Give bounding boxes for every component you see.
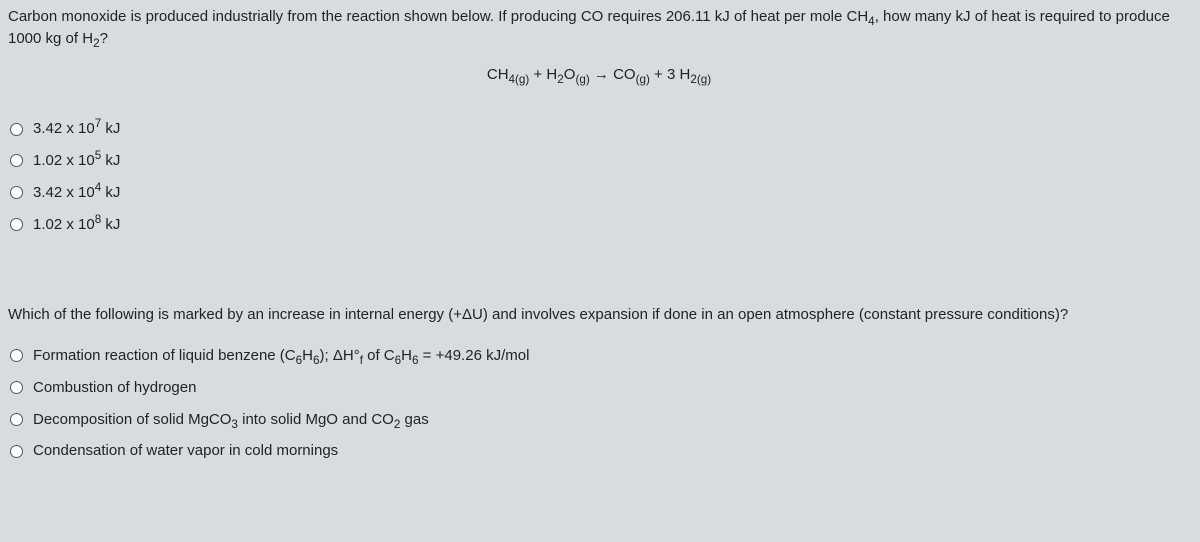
radio-icon <box>10 445 23 458</box>
radio-icon <box>10 186 23 199</box>
q2-option-b[interactable]: Combustion of hydrogen <box>10 372 1190 404</box>
q1-prompt: Carbon monoxide is produced industrially… <box>8 6 1190 50</box>
option-label: Condensation of water vapor in cold morn… <box>33 440 338 462</box>
radio-icon <box>10 154 23 167</box>
q1-option-c[interactable]: 3.42 x 104 kJ <box>10 177 1190 209</box>
option-label: Decomposition of solid MgCO3 into solid … <box>33 409 429 431</box>
question-divider <box>8 270 1190 304</box>
radio-icon <box>10 123 23 136</box>
q2-option-c[interactable]: Decomposition of solid MgCO3 into solid … <box>10 404 1190 436</box>
option-label: 1.02 x 108 kJ <box>33 214 120 236</box>
option-label: Formation reaction of liquid benzene (C6… <box>33 345 529 367</box>
radio-icon <box>10 218 23 231</box>
q1-option-a[interactable]: 3.42 x 107 kJ <box>10 113 1190 145</box>
option-label: 3.42 x 104 kJ <box>33 182 120 204</box>
radio-icon <box>10 381 23 394</box>
quiz-page: Carbon monoxide is produced industrially… <box>0 0 1200 477</box>
q2-option-a[interactable]: Formation reaction of liquid benzene (C6… <box>10 340 1190 372</box>
radio-icon <box>10 349 23 362</box>
option-label: Combustion of hydrogen <box>33 377 196 399</box>
radio-icon <box>10 413 23 426</box>
q2-option-d[interactable]: Condensation of water vapor in cold morn… <box>10 435 1190 467</box>
q2-prompt: Which of the following is marked by an i… <box>8 304 1190 326</box>
q1-options: 3.42 x 107 kJ 1.02 x 105 kJ 3.42 x 104 k… <box>10 113 1190 240</box>
q2-options: Formation reaction of liquid benzene (C6… <box>10 340 1190 467</box>
q1-option-b[interactable]: 1.02 x 105 kJ <box>10 145 1190 177</box>
q1-option-d[interactable]: 1.02 x 108 kJ <box>10 209 1190 241</box>
q1-equation: CH4(g) + H2O(g) → CO(g) + 3 H2(g) <box>8 64 1190 86</box>
option-label: 3.42 x 107 kJ <box>33 118 120 140</box>
option-label: 1.02 x 105 kJ <box>33 150 120 172</box>
